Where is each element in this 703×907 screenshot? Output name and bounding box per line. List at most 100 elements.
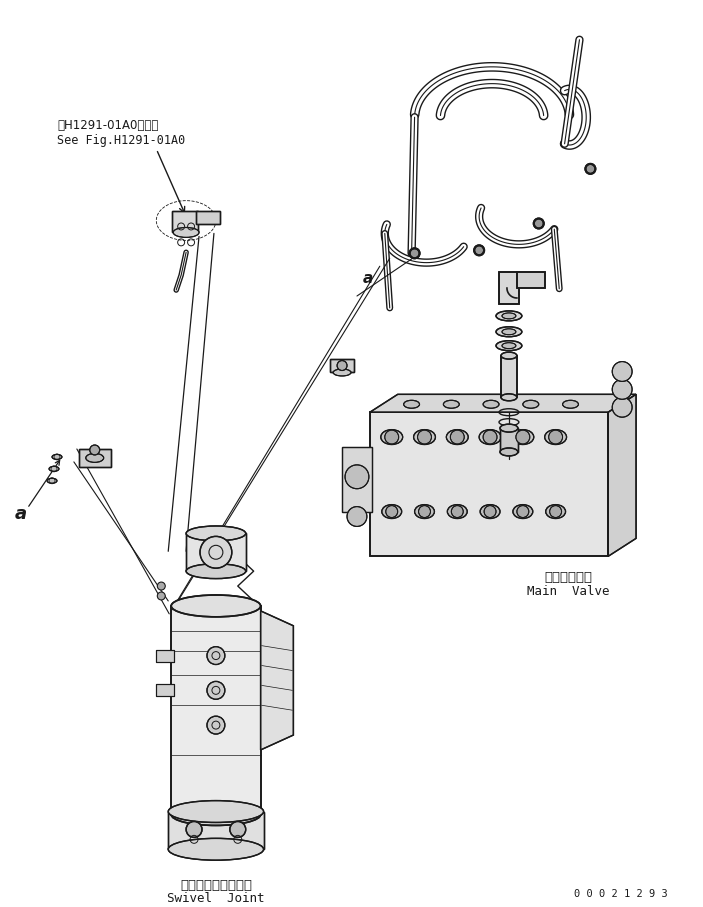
Bar (156, 685, 174, 697)
Circle shape (548, 430, 562, 444)
Ellipse shape (446, 430, 468, 444)
Bar (79, 449, 110, 467)
Text: スイベルジョイント: スイベルジョイント (180, 879, 252, 892)
Ellipse shape (512, 430, 534, 444)
Text: 0 0 0 2 1 2 9 3: 0 0 0 2 1 2 9 3 (574, 889, 668, 899)
Bar (168, 812, 264, 849)
Circle shape (418, 430, 432, 444)
Bar (172, 210, 198, 232)
Ellipse shape (496, 311, 522, 321)
Ellipse shape (52, 454, 62, 460)
Text: a: a (14, 504, 27, 522)
Bar (156, 685, 174, 697)
Ellipse shape (444, 400, 459, 408)
Bar (370, 412, 608, 556)
Bar (501, 356, 517, 397)
Ellipse shape (381, 430, 403, 444)
Circle shape (418, 505, 430, 518)
Bar (168, 812, 264, 849)
Bar (500, 428, 518, 452)
Bar (370, 412, 608, 556)
Bar (330, 358, 354, 373)
Ellipse shape (562, 400, 579, 408)
Polygon shape (370, 395, 636, 412)
Circle shape (410, 249, 420, 258)
Ellipse shape (496, 327, 522, 336)
Circle shape (157, 592, 165, 600)
Text: Swivel  Joint: Swivel Joint (167, 892, 264, 905)
Circle shape (612, 362, 632, 382)
Ellipse shape (480, 504, 500, 519)
Bar (517, 272, 545, 288)
Ellipse shape (546, 504, 565, 519)
Bar (156, 649, 174, 661)
Circle shape (345, 465, 369, 489)
Bar (172, 606, 261, 814)
Circle shape (337, 361, 347, 370)
Circle shape (612, 397, 632, 417)
Circle shape (534, 219, 543, 229)
Text: See Fig.H1291-01A0: See Fig.H1291-01A0 (57, 134, 185, 147)
Bar (499, 272, 519, 304)
Circle shape (550, 505, 562, 518)
Circle shape (157, 582, 165, 590)
Circle shape (517, 505, 529, 518)
Ellipse shape (502, 343, 516, 348)
Bar (500, 428, 518, 452)
Ellipse shape (382, 504, 401, 519)
Ellipse shape (404, 400, 420, 408)
Ellipse shape (168, 838, 264, 860)
Ellipse shape (500, 448, 518, 456)
Ellipse shape (501, 394, 517, 401)
Ellipse shape (523, 400, 538, 408)
Ellipse shape (496, 341, 522, 351)
Bar (186, 533, 246, 571)
Bar (342, 447, 372, 512)
Circle shape (385, 430, 399, 444)
Ellipse shape (168, 801, 264, 823)
Ellipse shape (502, 328, 516, 335)
Text: a: a (363, 270, 373, 286)
Ellipse shape (500, 424, 518, 432)
Circle shape (474, 246, 484, 255)
Circle shape (90, 445, 100, 455)
Circle shape (186, 822, 202, 837)
Ellipse shape (49, 466, 59, 472)
Bar (499, 272, 519, 304)
Ellipse shape (173, 228, 199, 238)
Bar (172, 210, 198, 232)
Ellipse shape (479, 430, 501, 444)
Ellipse shape (47, 478, 57, 483)
Ellipse shape (513, 504, 533, 519)
Text: 第H1291-01A0図参照: 第H1291-01A0図参照 (57, 119, 158, 132)
Polygon shape (261, 611, 293, 750)
Circle shape (347, 507, 367, 526)
Polygon shape (608, 395, 636, 556)
Circle shape (483, 430, 497, 444)
Text: メインバルブ: メインバルブ (545, 571, 593, 584)
Bar (79, 449, 110, 467)
Circle shape (451, 430, 464, 444)
Bar (186, 533, 246, 571)
Ellipse shape (172, 804, 261, 825)
Ellipse shape (86, 454, 103, 463)
Circle shape (612, 379, 632, 399)
Circle shape (207, 681, 225, 699)
Bar (172, 606, 261, 814)
Ellipse shape (502, 313, 516, 319)
Ellipse shape (172, 595, 261, 617)
Bar (196, 210, 220, 225)
Circle shape (586, 164, 595, 174)
Bar (196, 210, 220, 225)
Ellipse shape (483, 400, 499, 408)
Circle shape (230, 822, 246, 837)
Circle shape (484, 505, 496, 518)
Ellipse shape (447, 504, 467, 519)
Circle shape (200, 536, 232, 568)
Text: Main  Valve: Main Valve (527, 585, 610, 598)
Ellipse shape (186, 564, 246, 579)
Ellipse shape (413, 430, 435, 444)
Circle shape (451, 505, 463, 518)
Ellipse shape (186, 526, 246, 541)
Bar (342, 447, 372, 512)
